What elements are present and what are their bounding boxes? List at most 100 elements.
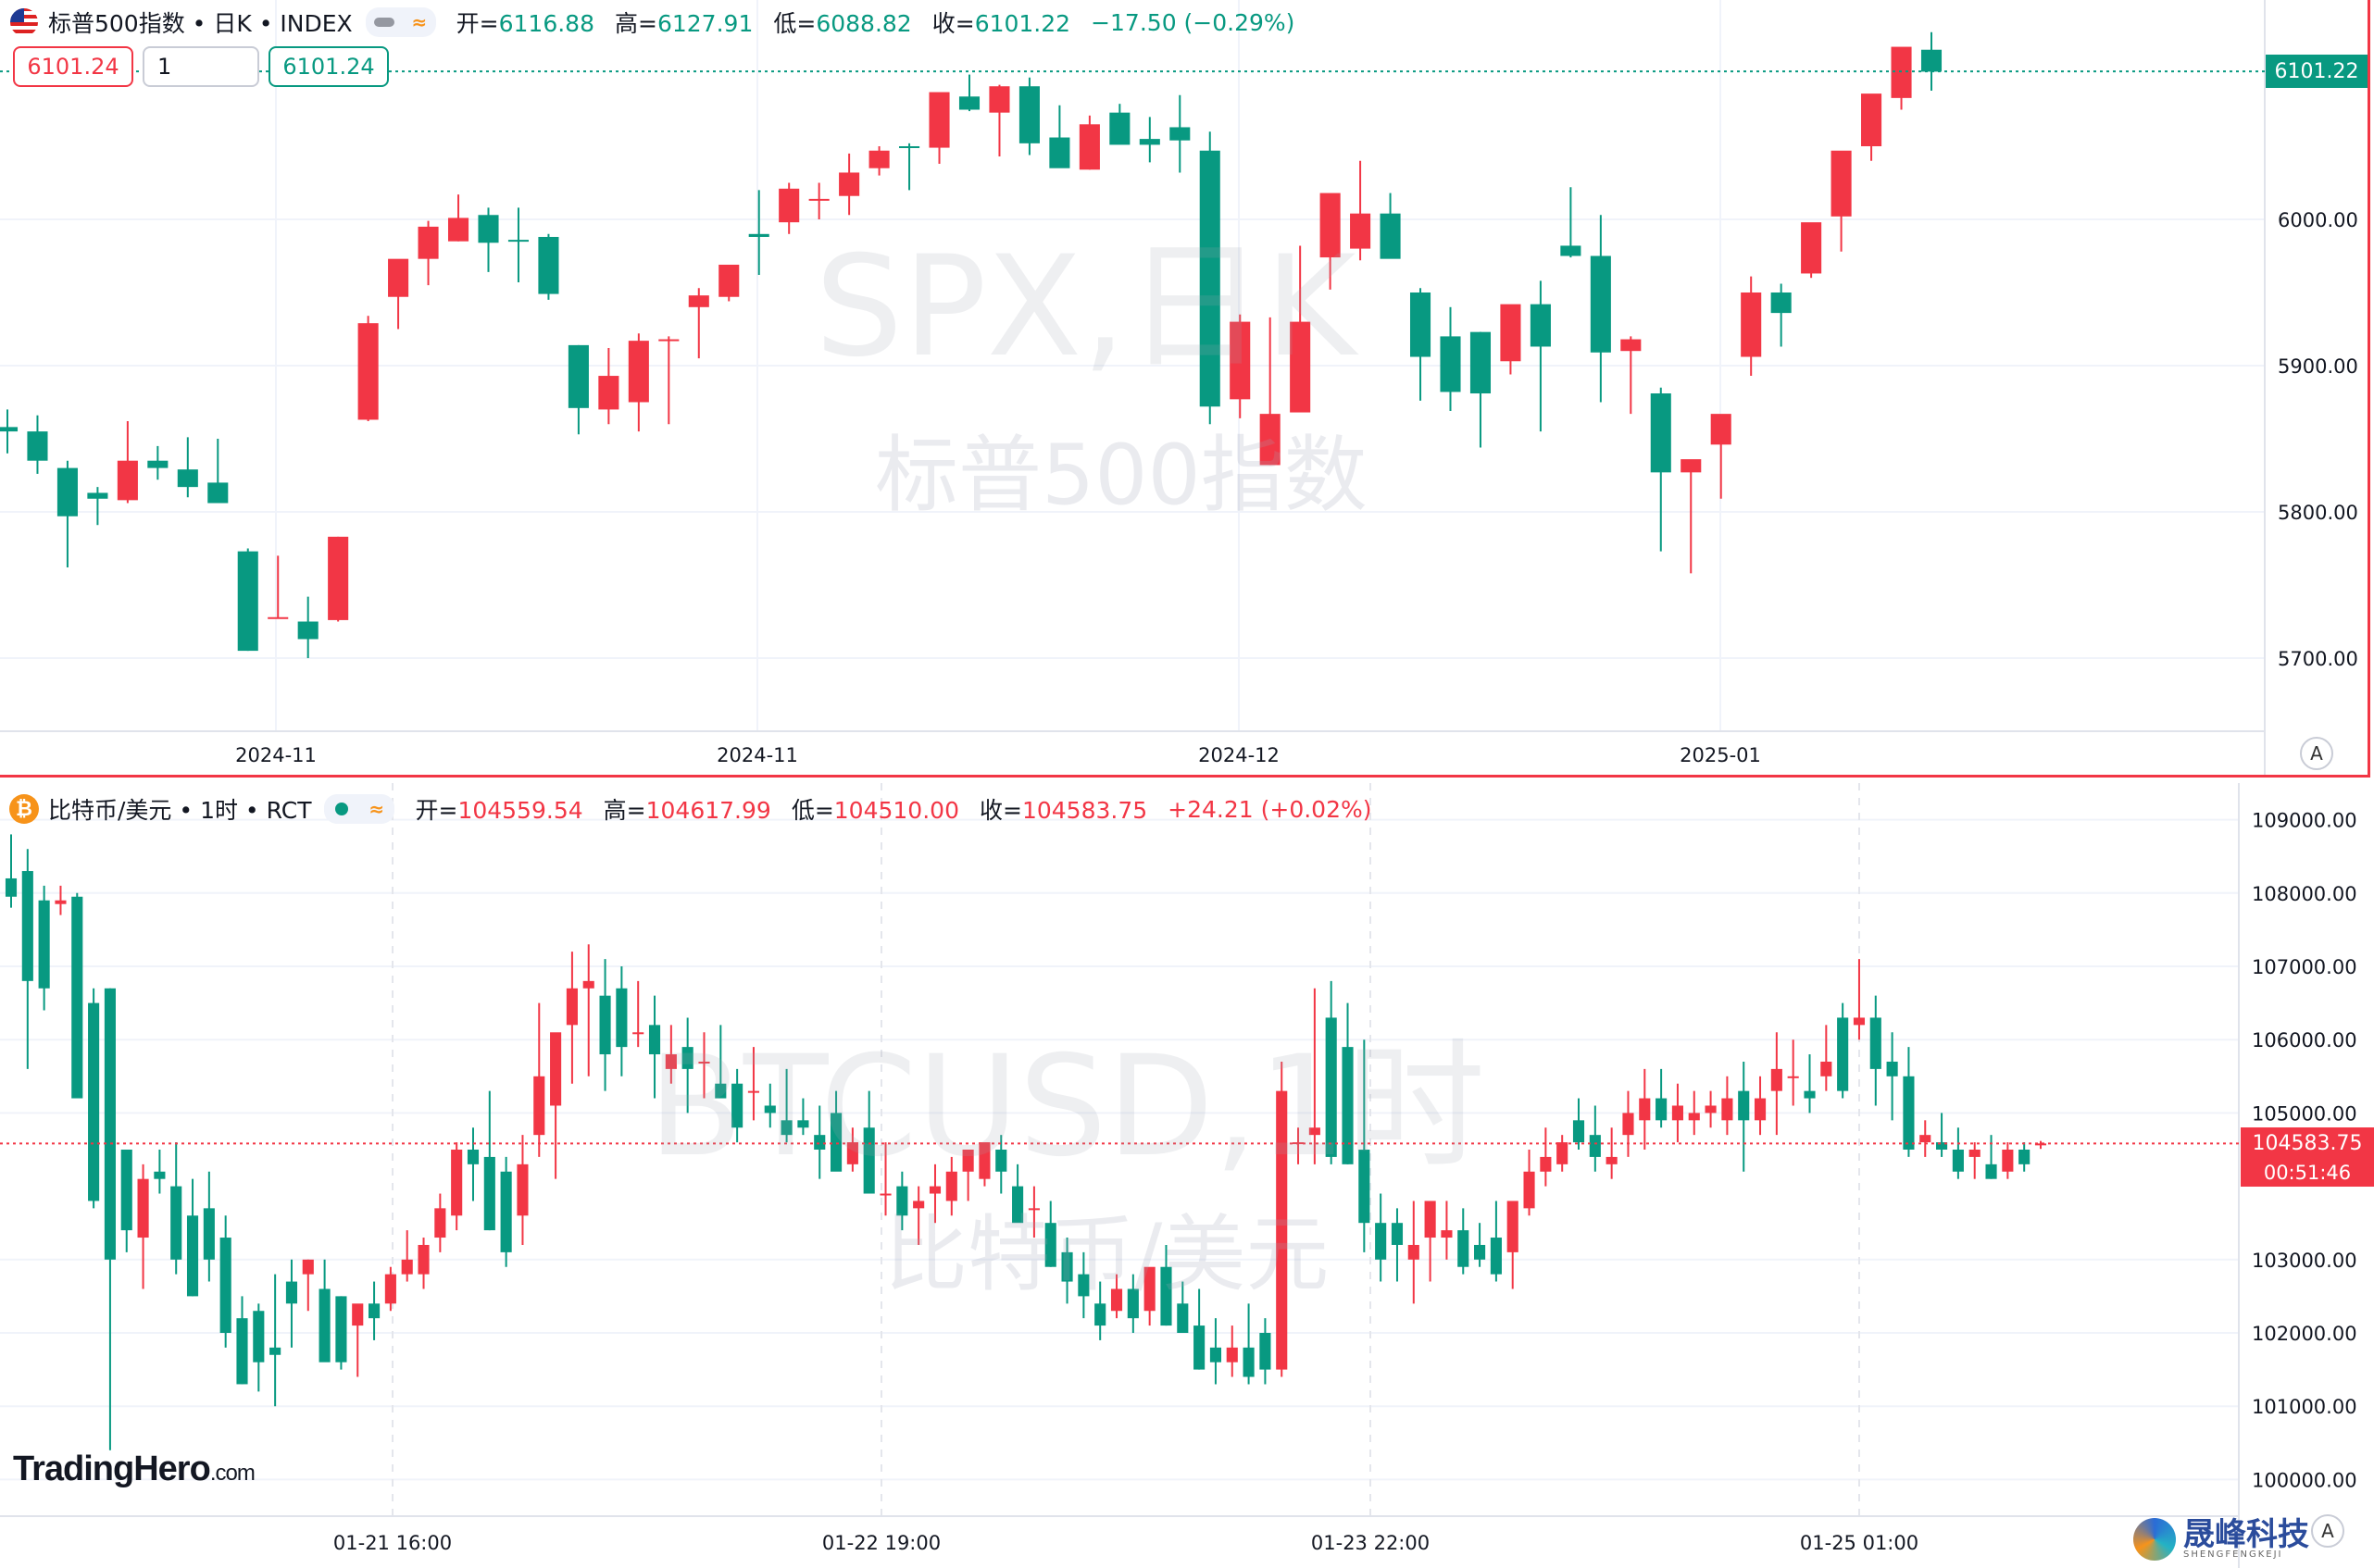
spx-candle-body: [1681, 459, 1702, 473]
eye-icon[interactable]: [334, 803, 348, 815]
btc-auto-scale-button[interactable]: A: [2311, 1514, 2344, 1548]
spx-candle-body: [1801, 222, 1822, 274]
spx-candle-body: [779, 188, 800, 223]
buy-price-button[interactable]: 6101.24: [269, 46, 389, 87]
btc-candle-body: [1721, 1098, 1733, 1121]
spx-candle-body: [447, 218, 469, 242]
btc-candle-body: [5, 877, 18, 897]
spx-candle-body: [1620, 339, 1642, 352]
btc-candle-body: [863, 1127, 875, 1194]
spx-candle-body: [538, 236, 559, 294]
btc-candle-body: [896, 1186, 908, 1216]
spx-time-tick: 2024-12: [1198, 744, 1280, 766]
spx-candle-body: [899, 146, 920, 148]
spx-price-tick: 5700.00: [2278, 648, 2358, 670]
btc-candle-body: [1127, 1288, 1139, 1319]
sell-price-button[interactable]: 6101.24: [13, 46, 133, 87]
us-flag-icon: [10, 8, 38, 36]
btc-candle-body: [1556, 1142, 1568, 1164]
spx-candle-body: [1861, 93, 1882, 146]
btc-high-value: 104617.99: [645, 797, 771, 824]
btc-time-tick: 01-23 22:00: [1311, 1532, 1430, 1554]
btc-candle-body: [38, 900, 50, 989]
btc-candle-body: [698, 1061, 710, 1064]
spx-candle-body: [1049, 137, 1070, 168]
tradinghero-logo: TradingHero.com: [13, 1450, 256, 1488]
btc-candle-body: [104, 988, 116, 1260]
btc-candle-body: [995, 1150, 1007, 1172]
btc-candle-body: [1837, 1017, 1849, 1091]
spx-candle-body: [297, 621, 319, 640]
btc-candle-body: [550, 1032, 562, 1106]
btc-candle-body: [1044, 1223, 1056, 1267]
btc-open-label: 开: [415, 797, 439, 824]
btc-chart-pane[interactable]: 109000.00 108000.00 107000.00 106000.00 1050…: [0, 783, 2374, 1568]
spx-watermark-name: 标普500指数: [875, 427, 1368, 524]
btc-symbol-title[interactable]: 比特币/美元 • 1时 • RCT: [48, 797, 312, 824]
btc-price-tick: 106000.00: [2252, 1029, 2357, 1052]
btc-candle-body: [2034, 1143, 2047, 1146]
btc-candle-body: [1061, 1251, 1073, 1282]
btc-candle-body: [1094, 1303, 1106, 1326]
btc-candle-body: [319, 1288, 331, 1363]
btc-candle-body: [979, 1142, 991, 1179]
spx-candle-body: [388, 258, 409, 297]
btc-candle-body: [219, 1238, 231, 1333]
btc-legend: ₿ 比特币/美元 • 1时 • RCT ≈ 开=104559.54 高=1046…: [9, 792, 1372, 826]
spx-open-value: 6116.88: [498, 10, 594, 37]
spx-symbol-title[interactable]: 标普500指数 • 日K • INDEX: [48, 10, 353, 37]
btc-price-tick: 102000.00: [2252, 1323, 2357, 1345]
spx-chart-pane[interactable]: 6000.00 5900.00 5800.00 5700.00 2024-11 2024-…: [0, 0, 2370, 778]
btc-candle-body: [55, 900, 67, 904]
spx-candle-body: [839, 172, 860, 196]
btc-candle-body: [945, 1171, 957, 1201]
order-inputs: 6101.24 1 6101.24: [13, 46, 389, 87]
btc-candle-body: [1078, 1274, 1090, 1297]
shengfeng-logo-icon: [2133, 1518, 2176, 1561]
btc-candle-body: [335, 1296, 347, 1363]
eye-icon[interactable]: [373, 18, 394, 27]
btc-countdown: 00:51:46: [2241, 1159, 2374, 1188]
btc-candle-body: [1506, 1201, 1518, 1252]
btc-candle-body: [170, 1186, 182, 1260]
btc-candle-body: [715, 1083, 727, 1099]
btc-candle-body: [632, 1032, 644, 1035]
btc-candle-body: [599, 995, 611, 1055]
btc-candle-body: [1869, 1017, 1881, 1069]
btc-candle-body: [1952, 1150, 1964, 1172]
spx-candle-body: [628, 341, 649, 403]
btc-candle-body: [1243, 1347, 1255, 1377]
spx-candle-body: [0, 427, 19, 432]
spx-legend-controls[interactable]: ≈: [365, 7, 436, 37]
spx-auto-scale-button[interactable]: A: [2300, 737, 2333, 770]
btc-candle-body: [467, 1150, 480, 1164]
btc-candle-body: [1276, 1090, 1288, 1370]
btc-candle-body: [1985, 1164, 1997, 1179]
spx-watermark: SPX,日K: [815, 227, 1356, 388]
wave-icon[interactable]: ≈: [411, 11, 428, 33]
spx-candle-body: [328, 536, 349, 620]
btc-candle-body: [830, 1113, 843, 1172]
btc-candle-body: [1936, 1142, 1948, 1150]
spx-candlestick-chart[interactable]: 6000.00 5900.00 5800.00 5700.00 2024-11 2024-…: [0, 0, 2368, 775]
spx-candle-body: [1500, 304, 1521, 362]
btc-candle-body: [269, 1347, 281, 1355]
wave-icon[interactable]: ≈: [369, 798, 385, 820]
btc-candle-body: [1391, 1223, 1404, 1245]
quantity-input[interactable]: 1: [143, 46, 259, 87]
spx-high-label: 高: [615, 10, 639, 37]
btc-candle-body: [1474, 1244, 1486, 1260]
spx-candle-body: [418, 226, 439, 259]
btc-candle-body: [681, 1047, 693, 1069]
btc-candle-body: [1028, 1208, 1040, 1211]
btc-candle-body: [1407, 1244, 1419, 1260]
btc-candlestick-chart[interactable]: 109000.00 108000.00 107000.00 106000.00 1050…: [0, 783, 2374, 1568]
btc-candle-body: [71, 896, 83, 1099]
btc-candle-body: [1457, 1230, 1469, 1267]
btc-candle-body: [1259, 1333, 1271, 1370]
spx-time-tick: 2024-11: [235, 744, 317, 766]
btc-legend-controls[interactable]: ≈: [324, 794, 395, 824]
btc-candle-body: [451, 1150, 463, 1216]
btc-candle-body: [1424, 1201, 1436, 1238]
spx-time-tick: 2024-11: [717, 744, 798, 766]
